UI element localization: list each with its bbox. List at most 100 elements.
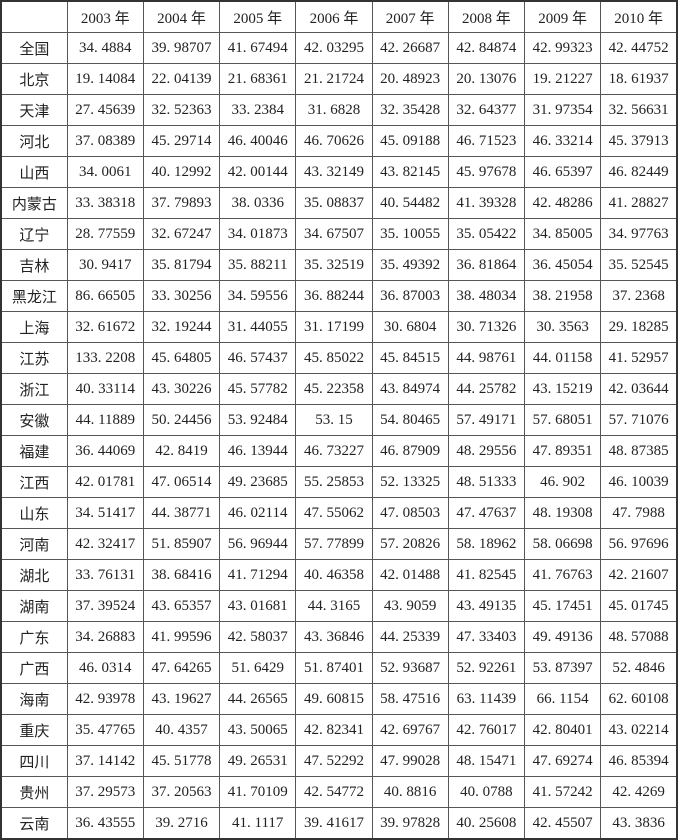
value-cell: 32. 19244 [142,311,221,343]
value-cell: 34. 0061 [66,156,144,188]
region-name-cell: 湖南 [0,590,68,622]
value-cell: 47. 55062 [295,497,373,529]
value-cell: 44. 25339 [371,621,449,653]
value-cell: 43. 50065 [219,714,297,746]
value-cell: 34. 67507 [295,218,373,250]
table-row: 黑龙江 86. 66505 33. 30256 34. 59556 36. 88244 3… [0,280,678,312]
value-cell: 19. 21227 [523,63,602,95]
value-cell: 31. 44055 [219,311,297,343]
value-cell: 56. 96944 [219,528,297,560]
value-cell: 42. 48286 [523,187,602,219]
value-cell: 47. 69274 [523,745,602,777]
value-cell: 42. 99323 [523,32,602,64]
table-row: 广东 34. 26883 41. 99596 42. 58037 43. 36846 44… [0,621,678,653]
value-cell: 39. 41617 [295,807,373,840]
value-cell: 49. 60815 [295,683,373,715]
value-cell: 57. 20826 [371,528,449,560]
value-cell: 21. 21724 [295,63,373,95]
value-cell: 40. 12992 [142,156,221,188]
value-cell: 42. 93978 [66,683,144,715]
value-cell: 46. 10039 [600,466,678,498]
region-name-cell: 浙江 [0,373,68,405]
table-row: 湖北 33. 76131 38. 68416 41. 71294 40. 46358 42… [0,559,678,591]
value-cell: 30. 6804 [371,311,449,343]
value-cell: 58. 47516 [371,683,449,715]
value-cell: 30. 71326 [447,311,526,343]
region-name-cell: 江苏 [0,342,68,374]
value-cell: 46. 13944 [219,435,297,467]
value-cell: 48. 15471 [447,745,526,777]
value-cell: 86. 66505 [66,280,144,312]
value-cell: 43. 36846 [295,621,373,653]
value-cell: 28. 77559 [66,218,144,250]
value-cell: 40. 33114 [66,373,144,405]
value-cell: 35. 81794 [142,249,221,281]
value-cell: 41. 1117 [219,807,297,840]
value-cell: 57. 71076 [600,404,678,436]
value-cell: 46. 82449 [600,156,678,188]
value-cell: 42. 69767 [371,714,449,746]
value-cell: 35. 10055 [371,218,449,250]
value-cell: 43. 19627 [142,683,221,715]
value-cell: 46. 65397 [523,156,602,188]
column-header-year: 2010 年 [600,0,678,33]
value-cell: 43. 01681 [219,590,297,622]
value-cell: 48. 51333 [447,466,526,498]
region-name-cell: 黑龙江 [0,280,68,312]
region-name-cell: 广西 [0,652,68,684]
header-row: 2003 年 2004 年 2005 年 2006 年 2007 年 2008 年 2009… [0,0,678,33]
value-cell: 30. 3563 [523,311,602,343]
value-cell: 33. 38318 [66,187,144,219]
value-cell: 39. 2716 [142,807,221,840]
value-cell: 56. 97696 [600,528,678,560]
value-cell: 35. 05422 [447,218,526,250]
value-cell: 43. 15219 [523,373,602,405]
value-cell: 42. 01781 [66,466,144,498]
region-name-cell: 辽宁 [0,218,68,250]
value-cell: 47. 08503 [371,497,449,529]
table-row: 江西 42. 01781 47. 06514 49. 23685 55. 25853 52… [0,466,678,498]
value-cell: 52. 92261 [447,652,526,684]
value-cell: 18. 61937 [600,63,678,95]
table-row: 山东 34. 51417 44. 38771 46. 02114 47. 55062 47… [0,497,678,529]
table-row: 河北 37. 08389 45. 29714 46. 40046 46. 70626 45… [0,125,678,157]
value-cell: 35. 52545 [600,249,678,281]
value-cell: 57. 49171 [447,404,526,436]
value-cell: 32. 61672 [66,311,144,343]
value-cell: 43. 9059 [371,590,449,622]
value-cell: 41. 67494 [219,32,297,64]
value-cell: 45. 09188 [371,125,449,157]
value-cell: 45. 85022 [295,342,373,374]
value-cell: 34. 85005 [523,218,602,250]
header-corner-cell [0,0,68,33]
value-cell: 49. 26531 [219,745,297,777]
value-cell: 66. 1154 [523,683,602,715]
value-cell: 43. 30226 [142,373,221,405]
value-cell: 27. 45639 [66,94,144,126]
value-cell: 41. 82545 [447,559,526,591]
value-cell: 30. 9417 [66,249,144,281]
region-name-cell: 吉林 [0,249,68,281]
value-cell: 38. 0336 [219,187,297,219]
value-cell: 36. 88244 [295,280,373,312]
table-row: 云南 36. 43555 39. 2716 41. 1117 39. 41617 39. … [0,807,678,840]
value-cell: 42. 03295 [295,32,373,64]
value-cell: 45. 29714 [142,125,221,157]
table-row: 福建 36. 44069 42. 8419 46. 13944 46. 73227 46.… [0,435,678,467]
value-cell: 51. 6429 [219,652,297,684]
value-cell: 35. 88211 [219,249,297,281]
value-cell: 52. 93687 [371,652,449,684]
table-row: 湖南 37. 39524 43. 65357 43. 01681 44. 3165 43.… [0,590,678,622]
value-cell: 49. 23685 [219,466,297,498]
value-cell: 43. 65357 [142,590,221,622]
value-cell: 41. 99596 [142,621,221,653]
value-cell: 36. 44069 [66,435,144,467]
value-cell: 31. 17199 [295,311,373,343]
value-cell: 46. 87909 [371,435,449,467]
table-row: 江苏 133. 2208 45. 64805 46. 57437 45. 85022 45… [0,342,678,374]
value-cell: 42. 80401 [523,714,602,746]
value-cell: 44. 38771 [142,497,221,529]
value-cell: 53. 92484 [219,404,297,436]
region-name-cell: 海南 [0,683,68,715]
value-cell: 39. 98707 [142,32,221,64]
